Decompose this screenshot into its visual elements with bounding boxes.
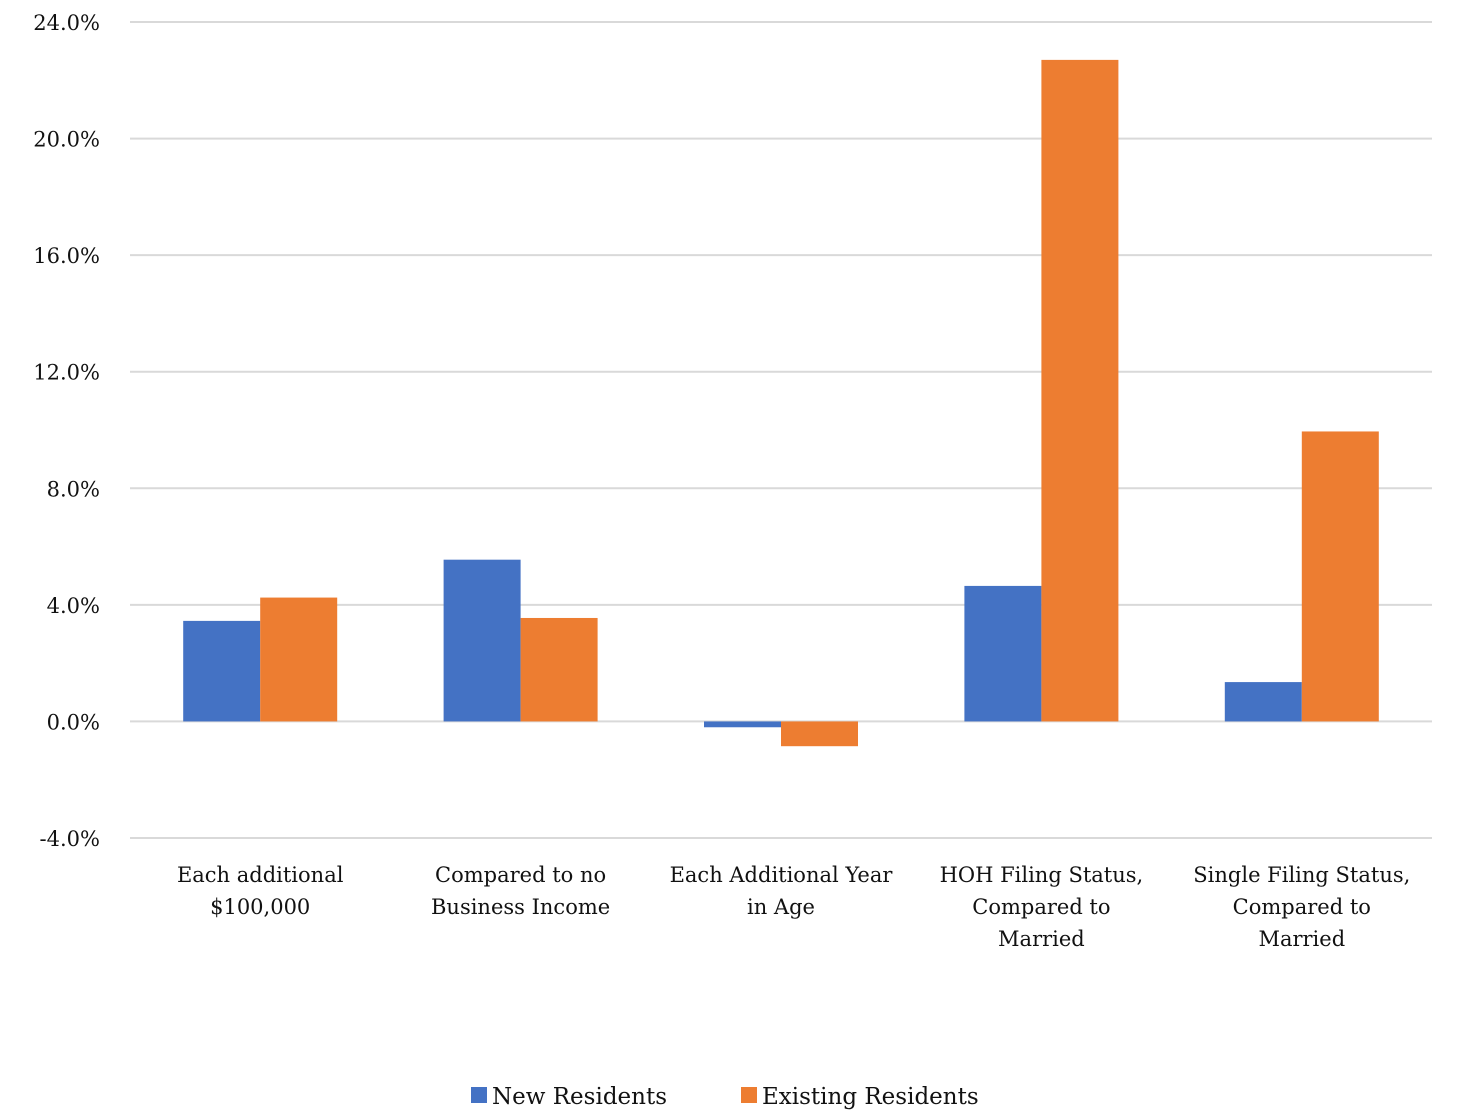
legend-label: Existing Residents (762, 1084, 979, 1110)
x-category-line: in Age (747, 895, 815, 919)
x-category-label: Each additional $100,000 (177, 863, 344, 919)
bar-new-residents (183, 620, 261, 722)
y-tick-label: 24.0% (33, 11, 100, 35)
x-category-label: HOH Filing Status, Compared to Married (940, 863, 1144, 951)
x-category-line: Compared to no (435, 863, 606, 887)
y-tick-label: 8.0% (47, 477, 100, 501)
x-category-line: $100,000 (210, 895, 310, 919)
bar-existing-residents (260, 597, 338, 722)
bar-existing-residents (1041, 59, 1119, 722)
x-category-label: Compared to no Business Income (431, 863, 610, 919)
legend: New Residents Existing Residents (471, 1084, 979, 1110)
bar-new-residents (443, 559, 521, 722)
y-tick-label: 16.0% (33, 244, 100, 268)
x-category-line: Each Additional Year (670, 863, 894, 887)
x-category-label: Single Filing Status, Compared to Married (1193, 863, 1410, 951)
x-category-line: Compared to (972, 895, 1110, 919)
y-tick-label: 0.0% (47, 710, 100, 734)
bar-existing-residents (781, 721, 858, 747)
x-category-line: Business Income (431, 895, 610, 919)
bar-new-residents (964, 585, 1042, 722)
x-category-label: Each Additional Year in Age (670, 863, 894, 919)
bar-existing-residents (1301, 431, 1379, 722)
x-category-line: Married (1258, 927, 1345, 951)
y-tick-label: 4.0% (47, 594, 100, 618)
bar-existing-residents (520, 617, 598, 722)
bar-new-residents (704, 721, 781, 728)
legend-swatch (471, 1087, 487, 1103)
x-axis-categories: Each additional $100,000 Compared to no Bus… (177, 863, 1410, 951)
x-category-line: Compared to (1233, 895, 1371, 919)
y-tick-label: 20.0% (33, 128, 100, 152)
legend-swatch (741, 1087, 757, 1103)
bar-new-residents (1224, 682, 1302, 722)
gridlines (130, 21, 1432, 839)
y-tick-label: -4.0% (40, 827, 100, 851)
y-axis-ticks: 24.0% 20.0% 16.0% 12.0% 8.0% 4.0% 0.0% -4.0% (33, 11, 100, 851)
x-category-line: Each additional (177, 863, 344, 887)
x-category-line: Single Filing Status, (1193, 863, 1410, 887)
bars (183, 59, 1379, 747)
x-category-line: HOH Filing Status, (940, 863, 1144, 887)
y-tick-label: 12.0% (33, 361, 100, 385)
x-category-line: Married (998, 927, 1085, 951)
legend-label: New Residents (492, 1084, 667, 1110)
